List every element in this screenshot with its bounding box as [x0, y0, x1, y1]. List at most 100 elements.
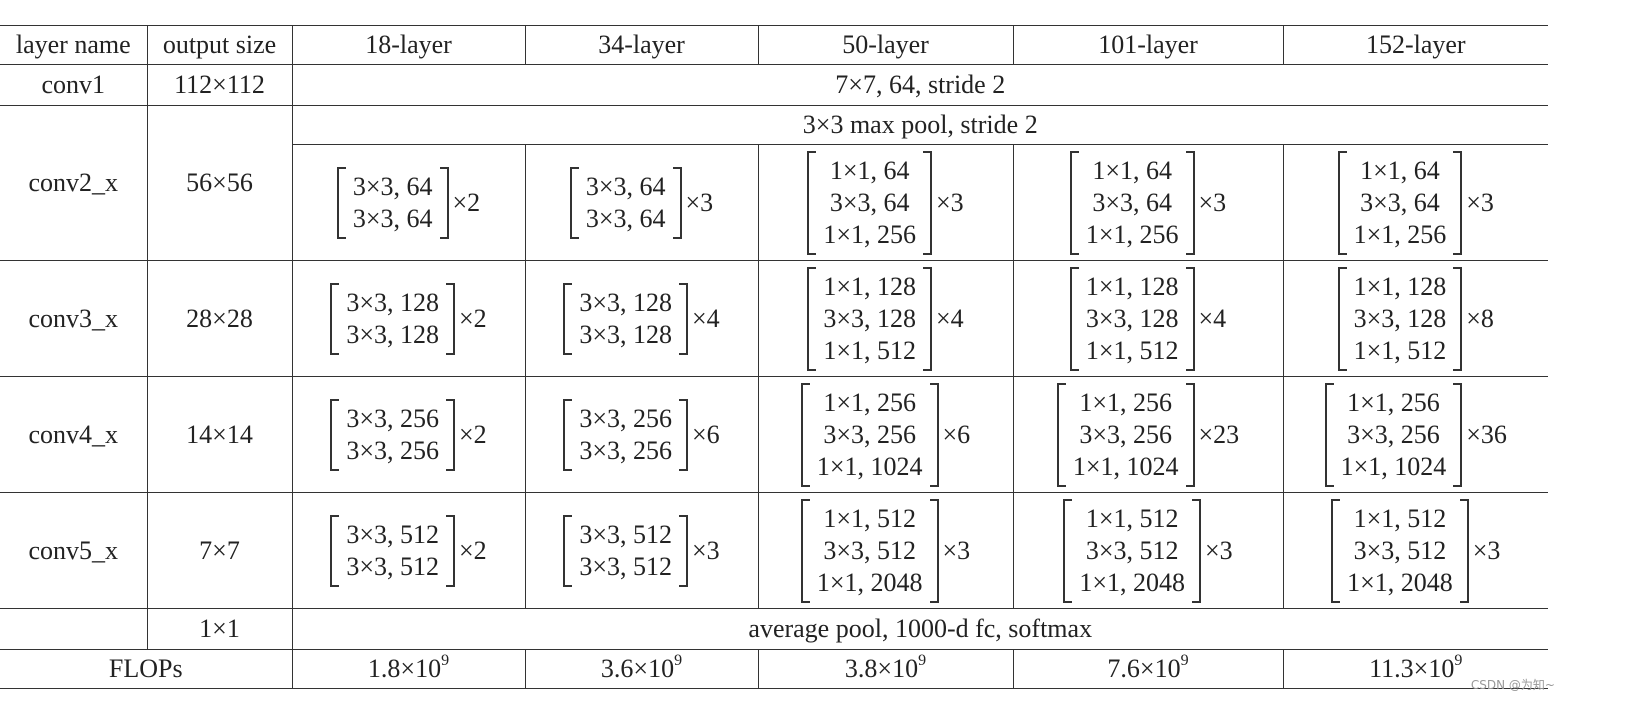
block-bracket: 3×3, 64 3×3, 64 [336, 166, 449, 239]
flops-value-3: 7.6×109 [1012, 649, 1283, 689]
block-repeat-count: ×4 [936, 303, 964, 333]
bottleneck-block: 3×3, 256 3×3, 256 ×2 [330, 398, 487, 471]
conv3-output-size: 28×28 [146, 260, 292, 377]
conv5-output-size: 7×7 [146, 492, 292, 609]
block-layer-spec: 1×1, 2048 [1347, 567, 1453, 597]
block-repeat-count: ×3 [692, 535, 720, 565]
block-bracket: 1×1, 512 3×3, 512 1×1, 2048 [1331, 498, 1469, 603]
bottleneck-block: 1×1, 64 3×3, 64 1×1, 256 ×3 [1337, 150, 1494, 255]
block-layer-spec: 3×3, 64 [1360, 187, 1440, 217]
block-bracket: 1×1, 128 3×3, 128 1×1, 512 [1069, 266, 1195, 371]
block-layer-spec: 1×1, 64 [829, 155, 910, 185]
block-layer-spec: 1×1, 1024 [816, 451, 923, 481]
bottleneck-block: 1×1, 256 3×3, 256 1×1, 1024 ×36 [1324, 382, 1507, 487]
stage-2-model-1-cell: 3×3, 256 3×3, 256 ×6 [524, 376, 758, 493]
block-repeat-count: ×3 [1198, 187, 1227, 217]
flops-row: FLOPs 1.8×109 3.6×109 3.8×109 7.6×109 11.3×1… [0, 649, 1548, 689]
bottleneck-block: 3×3, 64 3×3, 64 ×2 [336, 166, 480, 239]
bottleneck-block: 1×1, 128 3×3, 128 1×1, 512 ×8 [1337, 266, 1494, 371]
bottleneck-block: 1×1, 512 3×3, 512 1×1, 2048 ×3 [800, 498, 970, 603]
block-layer-spec: 1×1, 2048 [816, 567, 923, 597]
block-bracket: 3×3, 64 3×3, 64 [569, 166, 682, 239]
block-layer-spec: 3×3, 512 [579, 519, 672, 549]
block-bracket: 1×1, 512 3×3, 512 1×1, 2048 [1063, 498, 1201, 603]
block-bracket: 3×3, 128 3×3, 128 [330, 282, 455, 355]
block-repeat-count: ×2 [459, 419, 487, 449]
block-bracket: 1×1, 256 3×3, 256 1×1, 1024 [1056, 382, 1195, 487]
bottleneck-block: 3×3, 256 3×3, 256 ×6 [563, 398, 720, 471]
bottleneck-block: 1×1, 64 3×3, 64 1×1, 256 ×3 [807, 150, 964, 255]
block-bracket: 1×1, 128 3×3, 128 1×1, 512 [1337, 266, 1463, 371]
conv4-row: conv4_x 14×14 3×3, 256 3×3, 256 ×2 3×3, 256… [0, 376, 1548, 493]
watermark: CSDN @为知~ [1470, 678, 1555, 692]
block-layer-spec: 3×3, 512 [579, 551, 672, 581]
block-layer-spec: 1×1, 256 [823, 387, 916, 417]
header-layer-name: layer name [0, 25, 147, 65]
stage-3-model-4-cell: 1×1, 512 3×3, 512 1×1, 2048 ×3 [1282, 492, 1548, 609]
final-output-size: 1×1 [146, 608, 292, 650]
conv1-name: conv1 [0, 64, 147, 106]
bottleneck-block: 1×1, 512 3×3, 512 1×1, 2048 ×3 [1331, 498, 1500, 603]
block-layer-spec: 3×3, 256 [1079, 419, 1172, 449]
flops-exponent: 9 [918, 652, 927, 669]
header-18-layer: 18-layer [291, 25, 525, 65]
header-34-layer: 34-layer [524, 25, 758, 65]
block-layer-spec: 1×1, 512 [1353, 335, 1447, 365]
block-layer-spec: 3×3, 128 [1353, 303, 1447, 333]
stage-1-model-2-cell: 1×1, 128 3×3, 128 1×1, 512 ×4 [757, 260, 1013, 377]
bottleneck-block: 3×3, 64 3×3, 64 ×3 [569, 166, 714, 239]
block-bracket: 3×3, 256 3×3, 256 [563, 398, 688, 471]
conv1-spec: 7×7, 64, stride 2 [291, 64, 1548, 106]
block-layer-spec: 3×3, 512 [1353, 535, 1447, 565]
block-bracket: 1×1, 256 3×3, 256 1×1, 1024 [800, 382, 939, 487]
block-layer-spec: 1×1, 128 [1085, 271, 1179, 301]
conv3-name: conv3_x [0, 260, 147, 377]
conv3-row: conv3_x 28×28 3×3, 128 3×3, 128 ×2 3×3, 128… [0, 260, 1548, 377]
conv4-name: conv4_x [0, 376, 147, 493]
block-repeat-count: ×3 [936, 187, 964, 217]
block-layer-spec: 1×1, 128 [823, 271, 916, 301]
header-row: layer name output size 18-layer 34-layer… [0, 25, 1548, 65]
stage-3-model-2-cell: 1×1, 512 3×3, 512 1×1, 2048 ×3 [757, 492, 1013, 609]
block-bracket: 3×3, 512 3×3, 512 [563, 514, 688, 587]
stage-0-model-0-cell: 3×3, 64 3×3, 64 ×2 [291, 144, 525, 261]
resnet-architecture-table: layer name output size 18-layer 34-layer… [0, 25, 1548, 689]
stage-0-model-3-cell: 1×1, 64 3×3, 64 1×1, 256 ×3 [1012, 144, 1283, 261]
flops-mantissa: 7.6×10 [1107, 654, 1181, 683]
flops-value-2: 3.8×109 [757, 649, 1013, 689]
bottleneck-block: 3×3, 128 3×3, 128 ×2 [330, 282, 487, 355]
block-layer-spec: 1×1, 512 [823, 335, 916, 365]
block-layer-spec: 3×3, 64 [585, 171, 666, 201]
block-layer-spec: 1×1, 256 [823, 219, 916, 249]
conv1-output-size: 112×112 [146, 64, 292, 106]
block-repeat-count: ×3 [685, 187, 714, 217]
flops-mantissa: 11.3×10 [1369, 654, 1455, 683]
bottleneck-block: 1×1, 256 3×3, 256 1×1, 1024 ×23 [1056, 382, 1240, 487]
block-bracket: 3×3, 128 3×3, 128 [563, 282, 688, 355]
block-bracket: 1×1, 64 3×3, 64 1×1, 256 [1069, 150, 1195, 255]
block-layer-spec: 3×3, 128 [579, 287, 672, 317]
block-layer-spec: 3×3, 64 [829, 187, 910, 217]
block-repeat-count: ×23 [1198, 419, 1240, 449]
block-layer-spec: 3×3, 256 [346, 403, 439, 433]
block-layer-spec: 3×3, 256 [823, 419, 916, 449]
header-101-layer: 101-layer [1012, 25, 1283, 65]
bottleneck-block: 3×3, 512 3×3, 512 ×3 [563, 514, 720, 587]
conv2-blocks-row: 3×3, 64 3×3, 64 ×2 3×3, 64 3×3, 64 ×3 1×1, 64 3… [0, 144, 1548, 261]
conv5-row: conv5_x 7×7 3×3, 512 3×3, 512 ×2 3×3, 512 3×… [0, 492, 1548, 609]
flops-exponent: 9 [1180, 652, 1189, 669]
block-layer-spec: 3×3, 128 [1085, 303, 1179, 333]
block-layer-spec: 1×1, 64 [1092, 155, 1172, 185]
bottleneck-block: 1×1, 128 3×3, 128 1×1, 512 ×4 [1069, 266, 1226, 371]
block-layer-spec: 3×3, 64 [352, 171, 433, 201]
conv5-name: conv5_x [0, 492, 147, 609]
block-layer-spec: 1×1, 64 [1360, 155, 1440, 185]
flops-exponent: 9 [1454, 652, 1463, 669]
bottleneck-block: 1×1, 256 3×3, 256 1×1, 1024 ×6 [800, 382, 970, 487]
conv2-max-pool: 3×3 max pool, stride 2 [291, 105, 1548, 145]
flops-mantissa: 1.8×10 [367, 654, 442, 683]
block-repeat-count: ×4 [692, 303, 720, 333]
stage-0-model-1-cell: 3×3, 64 3×3, 64 ×3 [524, 144, 758, 261]
block-layer-spec: 1×1, 256 [1347, 387, 1440, 417]
stage-2-model-0-cell: 3×3, 256 3×3, 256 ×2 [291, 376, 525, 493]
